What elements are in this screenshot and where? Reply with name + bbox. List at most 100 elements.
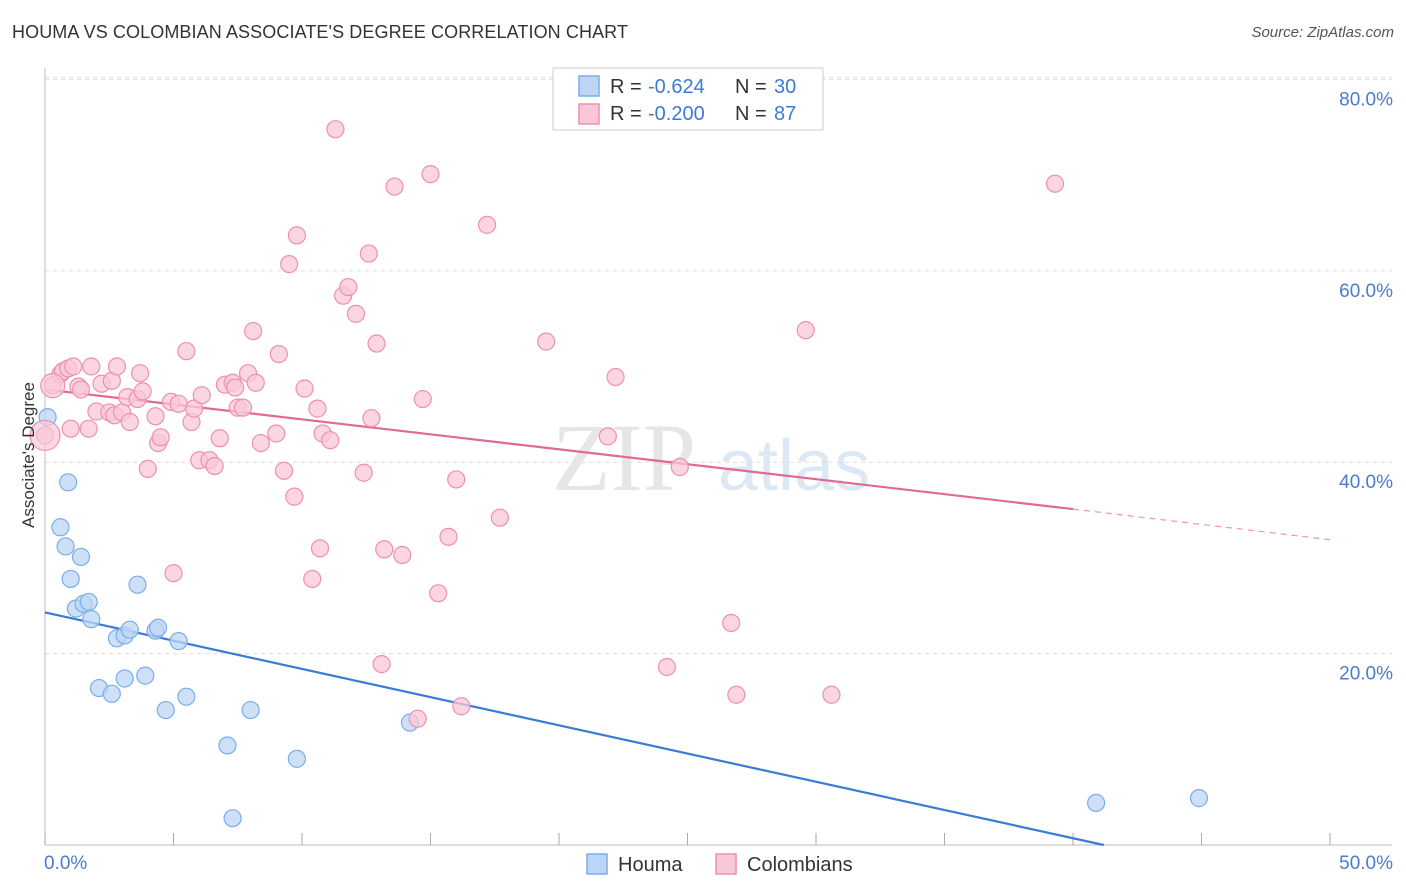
point-colombians [1045, 174, 1065, 193]
point-houma [128, 575, 147, 594]
point-colombians [138, 459, 157, 478]
point-colombians [205, 456, 224, 476]
point-colombians [421, 165, 440, 184]
point-colombians [146, 407, 165, 426]
y-tick-label: 20.0% [1339, 664, 1393, 685]
point-colombians [354, 463, 373, 482]
point-colombians [429, 584, 448, 603]
point-colombians [606, 367, 625, 387]
x-tick-label: 0.0% [44, 853, 87, 874]
point-colombians [151, 428, 170, 447]
point-houma [148, 618, 168, 637]
point-colombians [439, 527, 458, 546]
point-houma [120, 620, 139, 639]
point-colombians [269, 344, 288, 364]
legend-swatch-houma [578, 75, 600, 97]
point-houma [102, 684, 121, 703]
legend-r-label: R = [610, 103, 642, 125]
legend-n-label: N = [735, 76, 767, 98]
point-houma [56, 537, 75, 556]
point-colombians [130, 364, 150, 383]
point-colombians [79, 419, 98, 438]
point-colombians [233, 398, 252, 417]
point-colombians [670, 457, 689, 477]
data-points [29, 120, 1209, 828]
point-colombians [226, 378, 245, 397]
point-colombians [177, 342, 196, 361]
point-houma [218, 736, 237, 755]
point-colombians-large [29, 419, 61, 452]
point-colombians [164, 564, 183, 583]
point-colombians [727, 685, 746, 704]
chart-title: HOUMA VS COLOMBIAN ASSOCIATE'S DEGREE CO… [12, 22, 629, 42]
point-colombians [169, 394, 188, 413]
point-colombians [184, 399, 204, 418]
point-houma [115, 669, 134, 688]
point-colombians [295, 379, 314, 398]
y-tick-label: 80.0% [1339, 89, 1393, 110]
legend-bottom-swatch-houma [586, 853, 608, 875]
point-colombians [274, 461, 294, 480]
legend-r-label: R = [610, 76, 642, 98]
point-colombians [267, 424, 286, 443]
point-colombians [598, 427, 617, 446]
legend-n-label: N = [735, 103, 767, 125]
point-colombians [537, 332, 556, 351]
point-colombians [362, 409, 381, 428]
point-colombians [359, 244, 378, 263]
y-tick-label: 40.0% [1339, 472, 1393, 493]
point-houma [71, 547, 91, 567]
point-colombians [210, 429, 229, 448]
y-tick-label: 60.0% [1339, 281, 1393, 302]
point-colombians [64, 357, 83, 376]
point-colombians [722, 613, 741, 633]
point-colombians [822, 685, 841, 704]
point-colombians [71, 380, 91, 399]
axis-labels: 20.0% 40.0% 60.0% 80.0% 0.0% 50.0% [44, 89, 1393, 874]
point-colombians [133, 382, 152, 401]
point-colombians [339, 277, 358, 297]
point-colombians [372, 655, 391, 674]
point-houma [82, 610, 101, 629]
point-houma [51, 518, 70, 537]
point-colombians [346, 304, 366, 323]
point-colombians [287, 226, 306, 245]
point-houma [223, 809, 242, 828]
point-colombians [303, 569, 322, 589]
point-colombians [452, 697, 471, 716]
point-colombians [321, 431, 340, 450]
point-colombians [375, 540, 394, 559]
point-colombians [408, 709, 427, 728]
point-houma [1189, 789, 1209, 808]
legend-top: R = -0.624 N = 30 R = -0.200 N = 87 [552, 67, 824, 131]
point-houma [79, 592, 98, 612]
point-houma [287, 749, 306, 768]
point-colombians [367, 334, 386, 353]
legend-swatch-colombians [578, 103, 600, 125]
trend-line-houma [44, 611, 1105, 847]
legend-n-value: 87 [774, 103, 796, 125]
trend-lines [44, 388, 1331, 847]
y-axis-title: Associate's Degree [19, 382, 38, 528]
point-colombians [120, 412, 139, 432]
point-colombians [326, 120, 345, 139]
legend-bottom-label-colombians: Colombians [747, 854, 853, 876]
point-colombians-large [40, 373, 66, 399]
x-tick-label: 50.0% [1339, 853, 1393, 874]
point-colombians [246, 373, 265, 392]
point-colombians [796, 321, 815, 340]
watermark-atlas: atlas [718, 426, 870, 506]
legend-bottom-label-houma: Houma [618, 854, 683, 876]
point-colombians [477, 215, 497, 234]
trend-line-colombians [44, 388, 1074, 511]
point-colombians [244, 321, 263, 341]
chart-source: Source: ZipAtlas.com [1251, 24, 1394, 41]
point-colombians [308, 399, 327, 418]
point-colombians [657, 657, 677, 677]
point-colombians [285, 487, 304, 506]
point-houma [156, 700, 175, 720]
point-houma [136, 666, 155, 685]
point-colombians [393, 545, 412, 565]
legend-r-value: -0.624 [648, 76, 705, 98]
